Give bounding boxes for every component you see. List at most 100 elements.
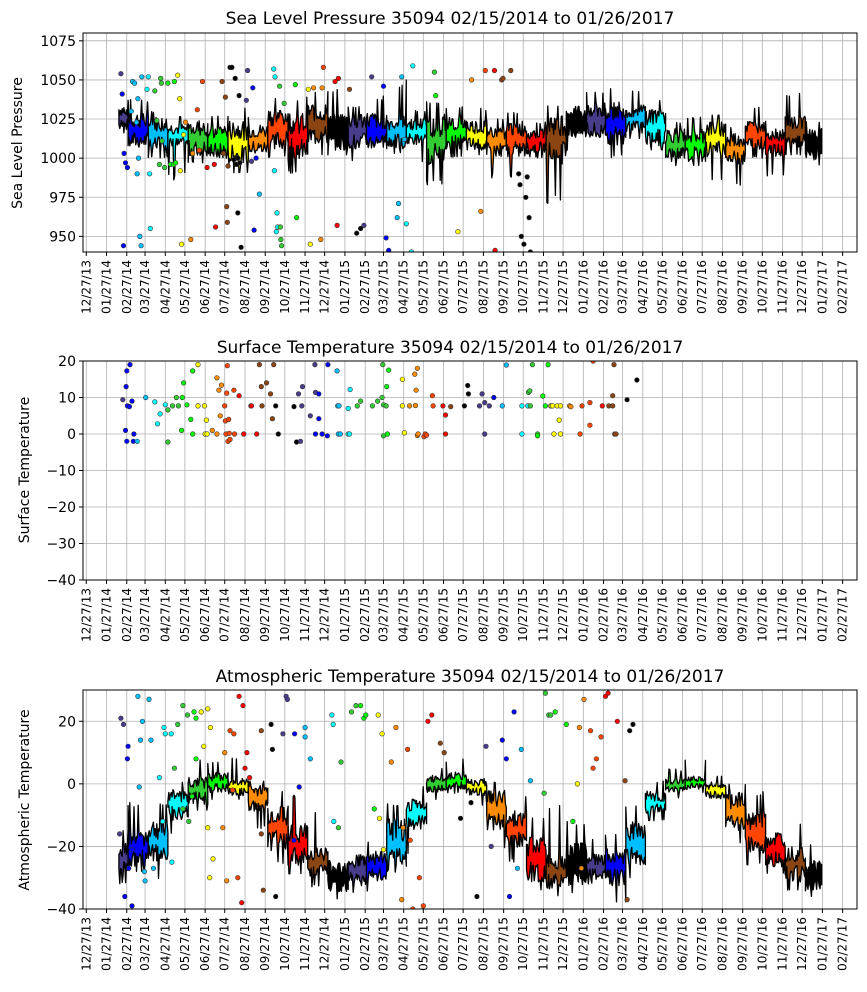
series-segment-2015-02: [347, 106, 368, 162]
data-point: [135, 155, 142, 161]
data-point: [482, 400, 488, 406]
data-point: [347, 386, 353, 393]
data-point: [129, 846, 135, 853]
data-point: [393, 724, 399, 731]
series-segment-2016-03: [604, 834, 627, 903]
series-segment-2016-06: [664, 768, 686, 799]
data-point: [516, 171, 522, 177]
data-point: [375, 712, 381, 718]
x-tick-label: 12/27/14: [318, 260, 332, 314]
data-point: [380, 83, 387, 89]
data-point: [590, 765, 596, 771]
data-point: [230, 787, 236, 793]
data-point: [227, 728, 233, 734]
data-point: [433, 92, 439, 99]
data-point: [375, 398, 381, 404]
data-point: [204, 431, 210, 437]
data-point: [214, 375, 220, 381]
series-segment-2015-09: [486, 781, 507, 849]
data-point: [416, 875, 423, 881]
data-point: [483, 743, 489, 749]
x-tick-label: 10/27/14: [278, 260, 292, 314]
data-point: [121, 150, 127, 156]
x-tick-label: 07/27/14: [218, 260, 232, 314]
x-tick-label: 06/27/16: [676, 588, 690, 642]
y-tick-label: −30: [46, 537, 76, 553]
x-tick-label: 07/27/16: [695, 588, 709, 642]
data-point: [521, 241, 527, 247]
x-tick-label: 06/27/16: [676, 917, 690, 971]
y-tick-label: −40: [46, 573, 76, 589]
x-tick-label: 03/27/16: [616, 260, 630, 314]
x-tick-label: 06/27/16: [676, 260, 690, 314]
x-tick-label: 10/27/15: [516, 588, 530, 642]
x-tick-label: 07/27/14: [218, 588, 232, 642]
x-tick-label: 10/27/15: [516, 260, 530, 314]
y-tick-label: 1075: [40, 34, 76, 50]
data-point: [556, 417, 562, 423]
data-point: [299, 384, 306, 390]
data-point: [137, 233, 143, 239]
data-point: [557, 403, 564, 409]
data-point: [136, 784, 142, 790]
x-tick-label: 05/27/16: [655, 917, 669, 971]
data-point: [465, 382, 471, 389]
data-point: [448, 404, 454, 410]
x-tick-label: 07/27/16: [695, 917, 709, 971]
data-point: [278, 236, 284, 243]
x-tick-label: 05/27/14: [178, 917, 192, 971]
data-point: [542, 403, 549, 409]
data-point: [587, 400, 593, 406]
data-point: [154, 117, 160, 124]
x-tick-label: 05/27/15: [416, 588, 430, 642]
data-point: [260, 887, 266, 893]
data-point: [486, 403, 492, 409]
plot-area: [116, 690, 823, 909]
data-point: [236, 92, 242, 99]
x-tick-label: 01/27/16: [576, 588, 590, 642]
axes-frame: [82, 689, 858, 910]
x-tick-label: 01/27/16: [576, 260, 590, 314]
data-point: [414, 365, 421, 371]
data-point: [332, 78, 338, 85]
data-point: [429, 712, 435, 718]
data-point: [413, 387, 419, 393]
data-point: [412, 371, 418, 377]
x-tick-label: 08/27/14: [238, 588, 252, 642]
data-point: [269, 746, 276, 753]
series-segment-2015-03: [365, 841, 388, 892]
data-point: [577, 431, 583, 437]
data-point: [126, 404, 132, 410]
x-tick-label: 06/27/14: [198, 917, 212, 971]
series-segment-2015-12: [545, 804, 567, 897]
x-tick-label: 05/27/16: [655, 260, 669, 314]
data-point: [307, 241, 313, 247]
series-segment-2015-06: [425, 767, 447, 801]
data-point: [226, 430, 232, 436]
data-point: [407, 837, 413, 843]
data-point: [302, 734, 308, 740]
data-point: [138, 243, 144, 249]
data-point: [154, 421, 161, 427]
data-point: [134, 119, 140, 125]
x-tick-label: 02/27/17: [836, 917, 850, 971]
data-point: [135, 96, 141, 102]
data-point: [122, 893, 128, 900]
data-point: [162, 731, 168, 737]
data-point: [331, 818, 337, 825]
data-point: [338, 759, 344, 765]
data-point: [118, 71, 124, 77]
data-point: [236, 393, 242, 399]
data-point: [235, 155, 241, 161]
data-point: [407, 403, 413, 409]
x-tick-label: 04/27/15: [397, 917, 411, 971]
data-point: [429, 393, 436, 399]
data-point: [527, 403, 534, 409]
y-tick-label: 975: [49, 190, 76, 206]
data-point: [168, 731, 174, 737]
data-point: [379, 394, 385, 401]
x-tick-label: 09/27/15: [497, 588, 511, 642]
data-point: [126, 865, 132, 871]
y-tick-label: −20: [46, 839, 76, 855]
data-point: [420, 903, 426, 909]
